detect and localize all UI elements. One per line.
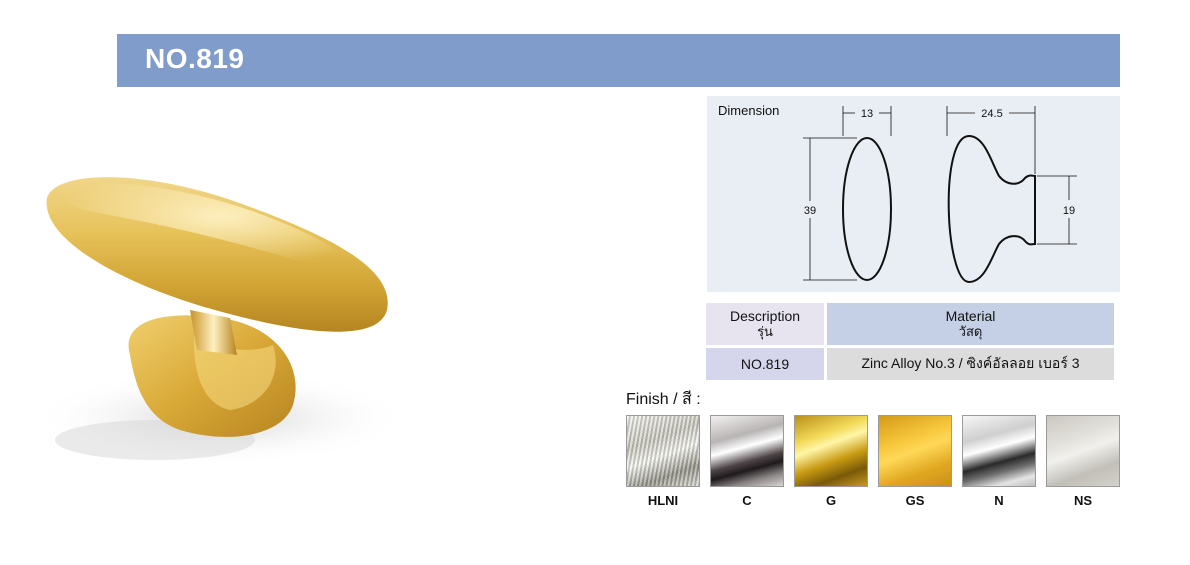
product-image: [30, 177, 405, 466]
model-value: NO.819: [706, 348, 824, 380]
front-height-value: 39: [804, 205, 816, 217]
finish-label: Finish / สี :: [626, 391, 701, 408]
swatch-gs: [878, 415, 952, 487]
dimension-panel: Dimension 13 39 24.5 19: [707, 96, 1120, 292]
spec-header-row: Description รุ่น Material วัสดุ: [706, 303, 1114, 345]
swatch-code-ns: NS: [1073, 493, 1093, 508]
description-header-en: Description: [729, 308, 801, 324]
side-neck-value: 19: [1063, 205, 1075, 217]
front-width-value: 13: [861, 108, 873, 120]
spec-value-row: NO.819 Zinc Alloy No.3 / ซิงค์อัลลอย เบอ…: [706, 348, 1114, 380]
swatch-hlni: [626, 415, 700, 487]
swatch-code-gs: GS: [905, 493, 925, 508]
dimension-label: Dimension: [718, 103, 780, 118]
dimension-drawing: 13 39 24.5 19: [803, 106, 1077, 284]
swatch-code-n: N: [994, 493, 1004, 508]
swatch-n: [962, 415, 1036, 487]
swatch-code-hlni: HLNI: [647, 493, 679, 508]
material-value: Zinc Alloy No.3 / ซิงค์อัลลอย เบอร์ 3: [827, 348, 1114, 380]
material-header-en: Material: [945, 308, 996, 324]
swatch-code-g: G: [825, 493, 837, 508]
page-title: NO.819: [145, 43, 245, 74]
description-header: Description รุ่น: [706, 303, 824, 345]
swatch-ns: [1046, 415, 1120, 487]
material-header: Material วัสดุ: [827, 303, 1114, 345]
description-header-th: รุ่น: [757, 324, 773, 339]
swatch-c: [710, 415, 784, 487]
spec-table: Description รุ่น Material วัสดุ NO.819 Z…: [703, 300, 1117, 383]
title-bar: NO.819: [117, 34, 1120, 87]
swatch-g: [794, 415, 868, 487]
side-width-value: 24.5: [981, 108, 1002, 120]
material-header-th: วัสดุ: [958, 324, 983, 339]
swatch-code-c: C: [742, 493, 752, 508]
